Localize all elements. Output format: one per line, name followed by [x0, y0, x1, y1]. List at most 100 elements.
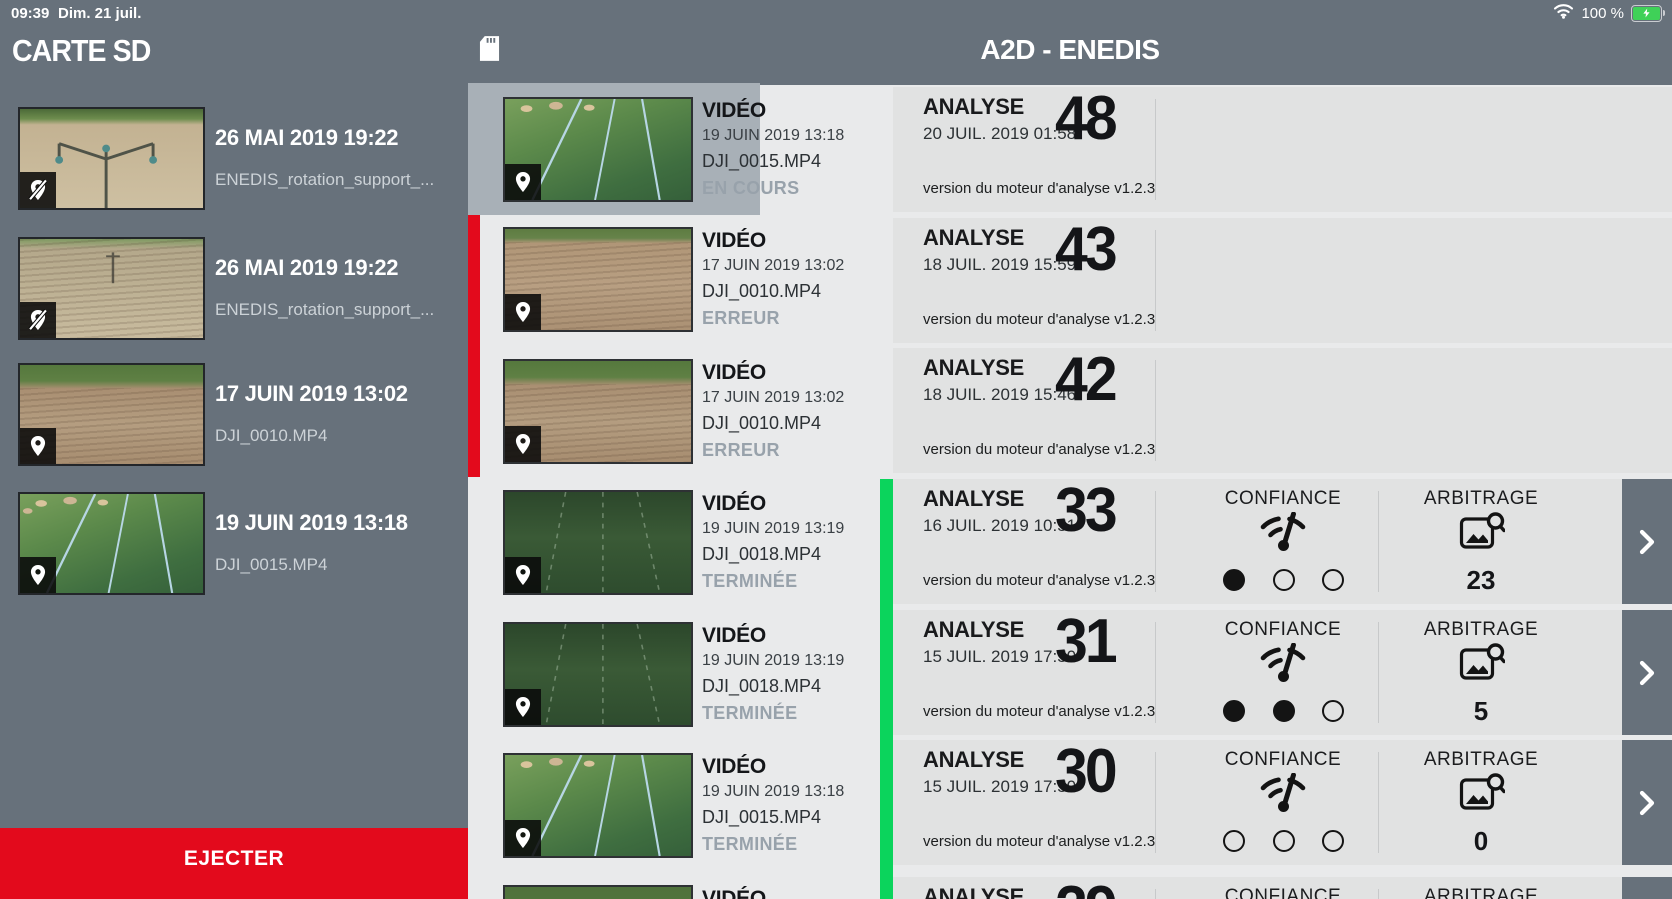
image-review-icon — [1459, 643, 1506, 688]
analysis-row[interactable]: ANALYSE 15 JUIL. 2019 17:50 31 version d… — [893, 607, 1672, 735]
open-analysis-button[interactable] — [1622, 610, 1672, 735]
video-status-badge: TERMINÉE — [702, 834, 798, 854]
video-list-item[interactable]: VIDÉO 19 JUIN 2019 13:19 DJI_0018.MP4 TE… — [468, 620, 888, 751]
arbitrage-label: ARBITRAGE — [1423, 619, 1539, 640]
analysis-score: 43 — [1055, 215, 1118, 284]
open-analysis-button[interactable] — [1622, 877, 1672, 899]
gps-off-icon — [20, 302, 56, 338]
video-list-item[interactable]: VIDÉO 17 JUIN 2019 13:02 DJI_0010.MP4 ER… — [468, 357, 888, 488]
confidence-dot[interactable] — [1223, 830, 1245, 852]
engine-version-label: version du moteur d'analyse v1.2.3 — [923, 441, 1156, 458]
confidence-dot[interactable] — [1322, 569, 1344, 591]
analysis-date: 18 JUIL. 2019 15:59 — [923, 255, 1077, 274]
eject-button[interactable]: EJECTER — [0, 828, 468, 899]
gps-pin-icon — [505, 557, 541, 593]
video-list-item[interactable]: VIDÉO — [468, 883, 888, 899]
video-thumbnail — [503, 227, 693, 332]
power-lines-graphic — [22, 494, 174, 593]
column-divider — [1378, 622, 1379, 723]
analysis-row[interactable]: ANALYSE 29 CONFIANCE ARBITRAGE — [893, 874, 1672, 899]
video-date: 19 JUIN 2019 13:19 — [702, 520, 845, 537]
video-filename: DJI_0015.MP4 — [702, 151, 822, 171]
engine-version-label: version du moteur d'analyse v1.2.3 — [923, 833, 1156, 850]
signal-confidence-icon — [1260, 772, 1306, 820]
column-divider — [1155, 360, 1156, 461]
gps-pin-icon — [505, 689, 541, 725]
analysis-label: ANALYSE — [923, 617, 1025, 642]
confidence-dot[interactable] — [1272, 830, 1295, 852]
confidence-dot[interactable] — [1272, 700, 1295, 722]
sd-video-item[interactable]: 19 JUIN 2019 13:18 DJI_0015.MP4 — [0, 492, 468, 604]
video-filename: DJI_0010.MP4 — [215, 426, 328, 445]
arbitrage-count: 23 — [1466, 565, 1496, 595]
distant-pole-graphic — [106, 252, 120, 284]
video-date: 17 JUIN 2019 13:02 — [702, 257, 845, 274]
analysis-score: 30 — [1055, 737, 1118, 806]
video-thumbnail — [503, 490, 693, 595]
analysis-date: 18 JUIL. 2019 15:46 — [923, 385, 1077, 404]
analysis-row[interactable]: ANALYSE 15 JUIL. 2019 17:50 30 version d… — [893, 737, 1672, 865]
analysis-row[interactable]: ANALYSE 18 JUIL. 2019 15:59 43 version d… — [893, 215, 1672, 343]
video-filename: DJI_0010.MP4 — [702, 413, 822, 433]
arbitrage-count: 5 — [1473, 696, 1489, 726]
confidence-dot[interactable] — [1223, 569, 1245, 591]
analysis-score: 33 — [1055, 476, 1118, 545]
engine-version-label: version du moteur d'analyse v1.2.3 — [923, 703, 1156, 720]
open-analysis-button[interactable] — [1622, 479, 1672, 604]
video-date: 19 JUIN 2019 13:18 — [702, 127, 845, 144]
analysis-row[interactable]: ANALYSE 20 JUIL. 2019 01:58 48 version d… — [893, 84, 1672, 212]
sd-video-item[interactable]: 17 JUIN 2019 13:02 DJI_0010.MP4 — [0, 363, 468, 475]
analysis-score: 31 — [1055, 607, 1118, 676]
status-time: 09:39 — [11, 5, 50, 22]
confidence-dot[interactable] — [1322, 830, 1344, 852]
image-review-icon — [1459, 512, 1506, 557]
column-divider — [1155, 99, 1156, 200]
analysis-score: 42 — [1055, 345, 1118, 414]
analysis-date: 20 JUIL. 2019 01:58 — [923, 124, 1077, 143]
sd-video-item[interactable]: 26 MAI 2019 19:22 ENEDIS_rotation_suppor… — [0, 237, 468, 349]
analysis-row[interactable]: ANALYSE 18 JUIL. 2019 15:46 42 version d… — [893, 345, 1672, 473]
video-list-item[interactable]: VIDÉO 19 JUIN 2019 13:18 DJI_0015.MP4 EN… — [468, 95, 888, 226]
column-divider — [1378, 491, 1379, 592]
confidence-label: CONFIANCE — [1224, 619, 1342, 640]
video-filename: ENEDIS_rotation_support_... — [215, 300, 435, 319]
analysis-date: 15 JUIL. 2019 17:50 — [923, 647, 1077, 666]
video-date: 26 MAI 2019 19:22 — [215, 125, 399, 150]
sd-card-panel: 26 MAI 2019 19:22 ENEDIS_rotation_suppor… — [0, 85, 468, 828]
gps-off-icon — [20, 172, 56, 208]
video-thumbnail — [18, 237, 205, 340]
open-analysis-button[interactable] — [1622, 740, 1672, 865]
video-list-item[interactable]: VIDÉO 19 JUIN 2019 13:19 DJI_0018.MP4 TE… — [468, 488, 888, 619]
analysis-label: ANALYSE — [923, 355, 1025, 380]
video-type-label: VIDÉO — [702, 887, 766, 899]
wifi-status-icon — [1553, 3, 1574, 24]
confidence-dot[interactable] — [1223, 700, 1245, 722]
analysis-row[interactable]: ANALYSE 16 JUIL. 2019 10:51 33 version d… — [893, 476, 1672, 604]
confidence-label: CONFIANCE — [1224, 488, 1342, 509]
confidence-dot[interactable] — [1322, 700, 1344, 722]
confidence-dot[interactable] — [1272, 569, 1295, 591]
video-thumbnail — [503, 622, 693, 727]
video-list-item[interactable]: VIDÉO 19 JUIN 2019 13:18 DJI_0015.MP4 TE… — [468, 751, 888, 882]
analysis-label: ANALYSE — [923, 884, 1025, 899]
eject-button-label: EJECTER — [183, 847, 285, 870]
gps-pin-icon — [505, 164, 541, 200]
analysis-date: 16 JUIL. 2019 10:51 — [923, 516, 1077, 535]
status-date: Dim. 21 juil. — [58, 5, 142, 22]
arbitrage-count: 0 — [1473, 826, 1489, 856]
signal-confidence-icon — [1260, 642, 1306, 690]
gps-pin-icon — [505, 426, 541, 462]
video-list-item[interactable]: VIDÉO 17 JUIN 2019 13:02 DJI_0010.MP4 ER… — [468, 225, 888, 356]
sd-video-item[interactable]: 26 MAI 2019 19:22 ENEDIS_rotation_suppor… — [0, 107, 468, 219]
video-filename: ENEDIS_rotation_support_... — [215, 170, 435, 189]
analysis-label: ANALYSE — [923, 225, 1025, 250]
video-thumbnail — [18, 107, 205, 210]
video-thumbnail — [503, 97, 693, 202]
chevron-right-icon — [1639, 790, 1655, 815]
signal-confidence-icon — [1260, 511, 1306, 559]
gps-pin-icon — [505, 820, 541, 856]
video-type-label: VIDÉO — [702, 361, 766, 384]
analysis-date: 15 JUIL. 2019 17:50 — [923, 777, 1077, 796]
status-indicators: 100 % — [1553, 3, 1665, 24]
video-filename: DJI_0018.MP4 — [702, 676, 822, 696]
